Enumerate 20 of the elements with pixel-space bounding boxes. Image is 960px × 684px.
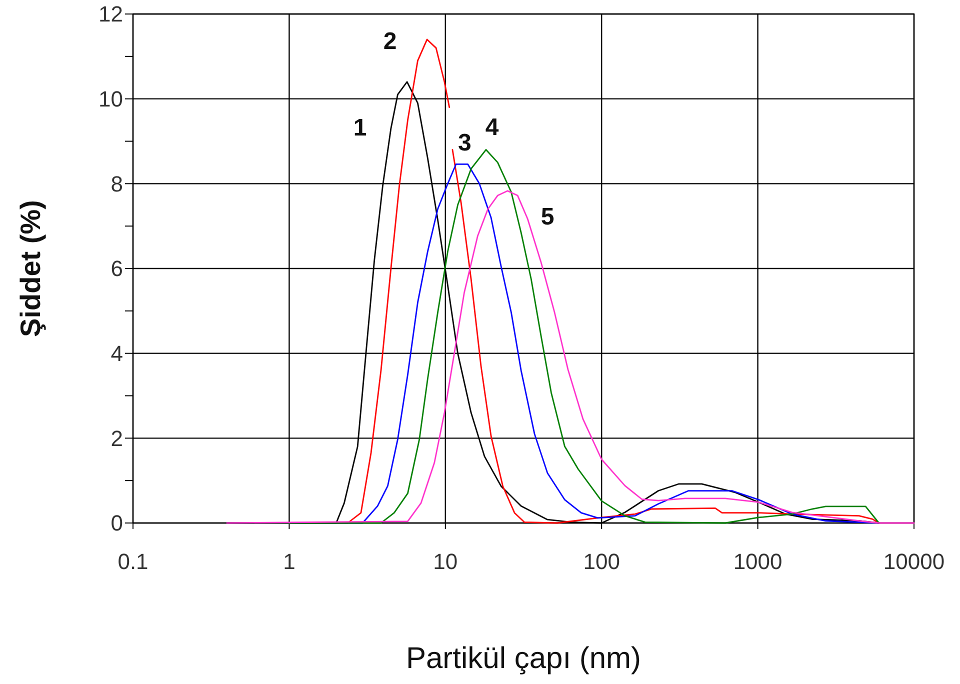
series-label: 1 xyxy=(353,114,367,142)
y-tick-label: 0 xyxy=(110,510,123,536)
y-tick-label: 2 xyxy=(110,426,123,451)
x-axis-title: Partikül çapı (nm) xyxy=(406,642,642,675)
x-tick-label: 0.1 xyxy=(118,549,148,574)
series-label: 5 xyxy=(540,203,554,230)
x-tick-label: 10000 xyxy=(883,549,945,574)
x-tick-label: 10 xyxy=(433,549,458,574)
x-tick-label: 1000 xyxy=(733,549,782,574)
x-tick-label: 100 xyxy=(583,549,620,574)
y-tick-label: 12 xyxy=(98,2,123,27)
x-tick-label: 1 xyxy=(283,549,296,574)
series-label: 3 xyxy=(458,130,472,157)
series-label: 4 xyxy=(485,114,500,142)
y-tick-label: 8 xyxy=(110,171,123,196)
y-axis-title: Şiddet (%) xyxy=(15,200,46,337)
y-tick-label: 6 xyxy=(110,256,123,282)
y-tick-label: 10 xyxy=(98,86,123,112)
y-tick-label: 4 xyxy=(110,341,123,366)
series-label: 2 xyxy=(383,28,397,55)
